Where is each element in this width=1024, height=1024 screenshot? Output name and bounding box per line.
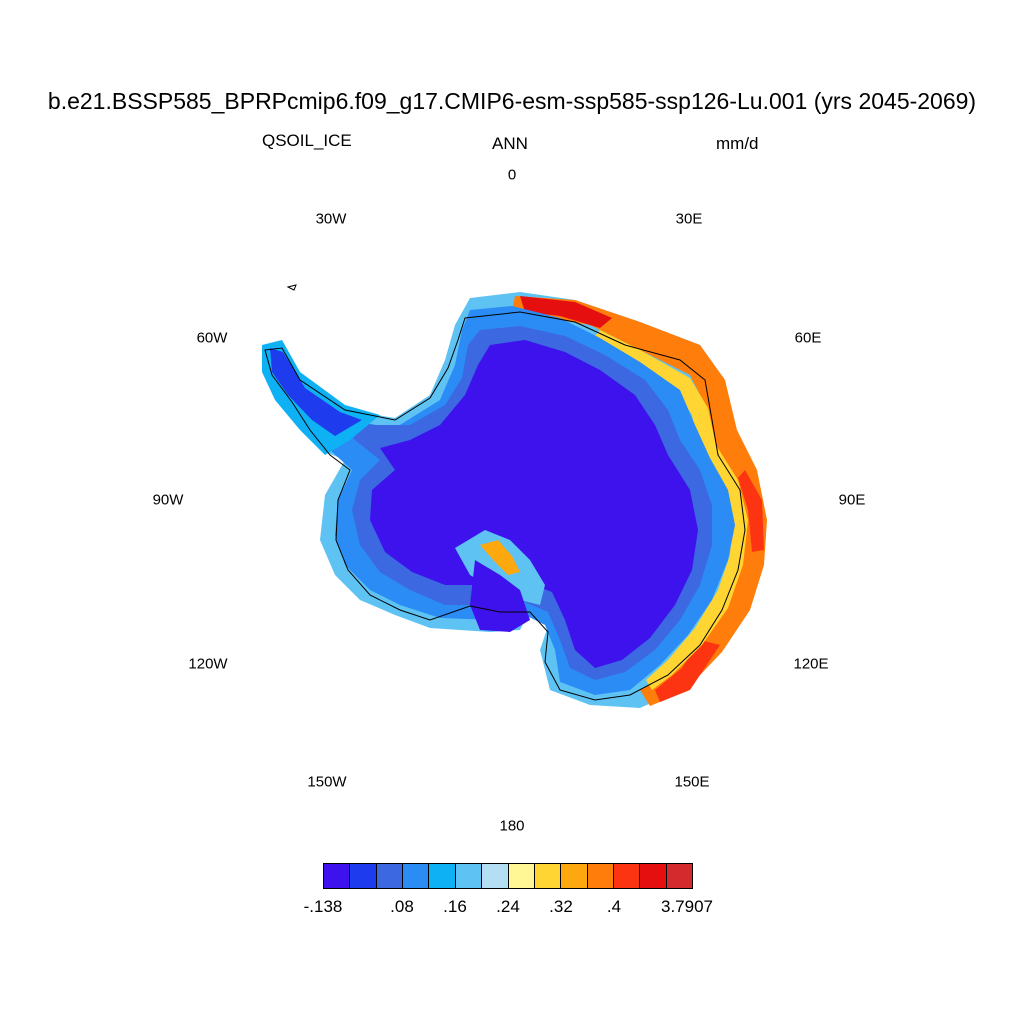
colorbar-swatch-6 — [482, 864, 509, 888]
colorbar-swatch-1 — [350, 864, 377, 888]
coastal-band-east-warm — [512, 296, 767, 706]
ross-shelf-core — [470, 560, 530, 632]
colorbar-swatch-7 — [508, 864, 535, 888]
lon-label-90e: 90E — [838, 491, 866, 509]
coastal-band-yellow — [590, 330, 748, 690]
colorbar-swatch-4 — [429, 864, 456, 888]
units-label: mm/d — [716, 134, 759, 153]
coastline — [264, 311, 746, 701]
colorbar-swatch-11 — [613, 864, 641, 888]
island-outline — [286, 284, 297, 291]
peninsula-core — [270, 348, 362, 436]
lon-label-60e: 60E — [794, 329, 822, 347]
lon-label-60w: 60W — [196, 329, 228, 347]
ice-plateau-core — [370, 340, 698, 668]
variable-label: QSOIL_ICE — [262, 131, 352, 150]
colorbar-swatch-13 — [666, 864, 693, 888]
lon-label-90w: 90W — [152, 491, 184, 509]
colorbar-swatch-12 — [640, 864, 667, 888]
lon-label-120e: 120E — [793, 655, 829, 673]
season-label: ANN — [492, 134, 528, 153]
plot-title: b.e21.BSSP585_BPRPcmip6.f09_g17.CMIP6-es… — [47, 88, 977, 114]
colorbar-label-5: .4 — [606, 897, 622, 916]
coastal-band-east-red — [520, 296, 612, 328]
colorbar-label-2: .16 — [443, 897, 467, 916]
lon-label-150w: 150W — [307, 773, 347, 791]
lon-label-30e: 30E — [675, 210, 703, 228]
ross-shelf — [455, 530, 545, 605]
colorbar-swatch-10 — [587, 864, 614, 888]
colorbar-swatch-8 — [534, 864, 562, 888]
colorbar-label-4: .32 — [549, 897, 573, 916]
colorbar-swatch-5 — [455, 864, 483, 888]
lon-label-30w: 30W — [315, 210, 347, 228]
colorbar-label-6: 3.7907 — [661, 897, 713, 916]
colorbar-swatch-9 — [561, 864, 588, 888]
colorbar-label-0: -.138 — [303, 897, 343, 916]
colorbar-label-1: .08 — [390, 897, 414, 916]
coastal-band-east-red-3 — [655, 640, 720, 702]
ross-shelf-warm — [480, 540, 520, 575]
colorbar-swatch-3 — [403, 864, 430, 888]
colorbar — [323, 863, 693, 889]
lon-label-120w: 120W — [188, 655, 228, 673]
colorbar-swatch-2 — [376, 864, 404, 888]
lon-label-180: 180 — [499, 817, 525, 835]
colorbar-swatch-0 — [324, 864, 351, 888]
lon-label-150e: 150E — [674, 773, 710, 791]
colorbar-label-3: .24 — [496, 897, 520, 916]
coastal-band-east-red-2 — [738, 470, 764, 552]
lon-label-0: 0 — [507, 166, 517, 184]
